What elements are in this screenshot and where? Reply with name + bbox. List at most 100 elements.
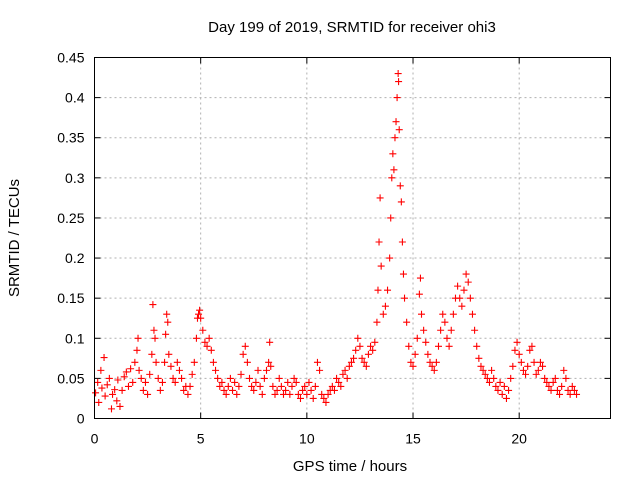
chart-title: Day 199 of 2019, SRMTID for receiver ohi… xyxy=(208,19,496,36)
data-point xyxy=(498,390,506,398)
data-point xyxy=(292,378,300,386)
data-point xyxy=(566,390,574,398)
data-point xyxy=(269,382,277,390)
data-point xyxy=(494,386,502,394)
data-point xyxy=(97,366,105,374)
data-point xyxy=(354,334,362,342)
x-tick-label: 5 xyxy=(197,431,205,447)
data-point xyxy=(173,358,181,366)
data-point xyxy=(437,326,445,334)
data-point xyxy=(164,318,172,326)
data-point xyxy=(322,398,330,406)
data-point xyxy=(515,350,523,358)
data-point xyxy=(405,342,413,350)
data-point xyxy=(320,394,328,402)
data-point xyxy=(100,354,108,362)
data-point xyxy=(114,376,122,384)
data-point xyxy=(388,174,396,182)
data-point xyxy=(373,318,381,326)
data-point xyxy=(239,350,247,358)
data-point xyxy=(356,342,364,350)
data-point xyxy=(205,334,213,342)
data-point xyxy=(376,194,384,202)
y-tick-label: 0.1 xyxy=(65,330,85,346)
data-point xyxy=(161,358,169,366)
data-point xyxy=(560,366,568,374)
axis-ticks xyxy=(94,57,611,419)
data-point xyxy=(391,134,399,142)
y-tick-label: 0.35 xyxy=(57,130,84,146)
data-point xyxy=(212,366,220,374)
data-point xyxy=(462,270,470,278)
data-point xyxy=(305,378,313,386)
data-point xyxy=(201,338,209,346)
grid-lines xyxy=(94,57,611,419)
data-point xyxy=(399,270,407,278)
data-point xyxy=(447,326,455,334)
data-point xyxy=(549,378,557,386)
data-point xyxy=(345,362,353,370)
data-point xyxy=(265,358,273,366)
data-point xyxy=(350,354,358,362)
data-point xyxy=(530,358,538,366)
y-tick-label: 0.3 xyxy=(65,170,85,186)
data-point xyxy=(178,374,186,382)
data-point xyxy=(570,386,578,394)
data-point xyxy=(113,397,121,405)
data-point xyxy=(231,378,239,386)
data-point xyxy=(127,365,135,373)
x-axis-label: GPS time / hours xyxy=(293,458,407,475)
data-point xyxy=(226,374,234,382)
data-point xyxy=(347,358,355,366)
data-point xyxy=(483,374,491,382)
data-point xyxy=(150,326,158,334)
data-point xyxy=(456,294,464,302)
data-point xyxy=(94,378,102,386)
data-point xyxy=(509,362,517,370)
data-point xyxy=(524,362,532,370)
data-point xyxy=(397,198,405,206)
data-point xyxy=(263,366,270,374)
data-point xyxy=(539,362,547,370)
data-point xyxy=(526,346,534,354)
data-point xyxy=(396,182,404,190)
data-point xyxy=(522,370,530,378)
data-point xyxy=(505,386,513,394)
data-point xyxy=(409,362,417,370)
data-point xyxy=(303,390,311,398)
data-point xyxy=(299,386,307,394)
data-point xyxy=(154,374,162,382)
data-point xyxy=(449,310,457,318)
data-point xyxy=(384,286,392,294)
data-point xyxy=(313,358,321,366)
data-point xyxy=(398,238,406,246)
data-point xyxy=(337,382,345,390)
data-point xyxy=(199,326,207,334)
data-point xyxy=(184,390,192,398)
data-point xyxy=(339,370,347,378)
data-point xyxy=(156,386,164,394)
data-point xyxy=(101,392,109,400)
data-point xyxy=(551,374,559,382)
data-point xyxy=(243,358,251,366)
data-point xyxy=(389,150,397,158)
data-point xyxy=(175,366,183,374)
data-point xyxy=(379,310,387,318)
data-points xyxy=(92,70,581,413)
data-point xyxy=(507,374,515,382)
data-point xyxy=(296,394,304,402)
data-point xyxy=(116,402,124,410)
data-point xyxy=(235,382,243,390)
data-point xyxy=(424,350,432,358)
data-point xyxy=(169,374,177,382)
data-point xyxy=(135,366,143,374)
data-point xyxy=(131,358,139,366)
data-point xyxy=(220,386,228,394)
data-point xyxy=(186,382,194,390)
data-point xyxy=(107,405,115,413)
plot-frame xyxy=(94,57,611,419)
data-point xyxy=(98,384,106,392)
data-point xyxy=(254,366,262,374)
data-point xyxy=(468,310,476,318)
data-point xyxy=(266,338,274,346)
